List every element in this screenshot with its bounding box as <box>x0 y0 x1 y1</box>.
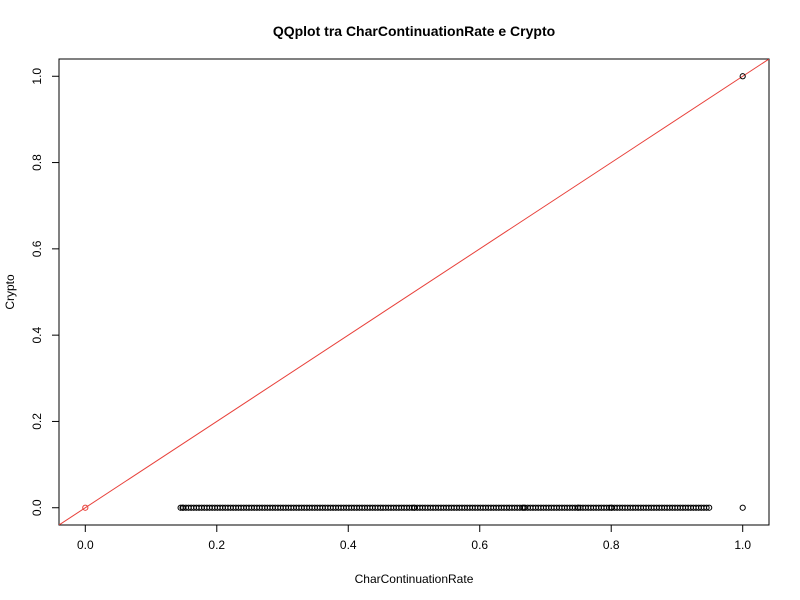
x-tick-label: 0.4 <box>340 538 357 552</box>
data-point <box>608 504 615 511</box>
data-point <box>520 504 527 511</box>
y-tick-label: 0.6 <box>30 240 44 257</box>
x-tick-label: 0.8 <box>603 538 620 552</box>
data-point <box>410 504 418 511</box>
reference-line <box>59 59 769 525</box>
data-point <box>179 504 186 511</box>
data-point <box>739 73 746 80</box>
x-tick-label: 1.0 <box>734 538 751 552</box>
x-tick-label: 0.6 <box>471 538 488 552</box>
data-point <box>706 504 713 511</box>
data-point <box>82 504 89 511</box>
plot-area: 0.0 0.2 0.4 0.6 0.8 1.0 0.0 0.2 0.4 0.6 0.8 1.0 <box>30 58 770 552</box>
plot-frame <box>58 58 770 526</box>
y-tick-label: 0.4 <box>30 326 44 343</box>
x-axis-label: CharContinuationRate <box>355 572 474 586</box>
y-tick-label: 0.0 <box>30 499 44 516</box>
x-tick-label: 0.0 <box>77 538 94 552</box>
x-tick-label: 0.2 <box>208 538 225 552</box>
y-tick-label: 0.8 <box>30 154 44 171</box>
data-point <box>575 504 582 511</box>
y-axis-label: Crypto <box>3 274 17 310</box>
y-tick-label: 0.2 <box>30 413 44 430</box>
y-tick-label: 1.0 <box>30 68 44 85</box>
data-point <box>739 504 746 511</box>
chart-title: QQplot tra CharContinuationRate e Crypto <box>273 23 555 39</box>
data-point <box>703 504 710 511</box>
